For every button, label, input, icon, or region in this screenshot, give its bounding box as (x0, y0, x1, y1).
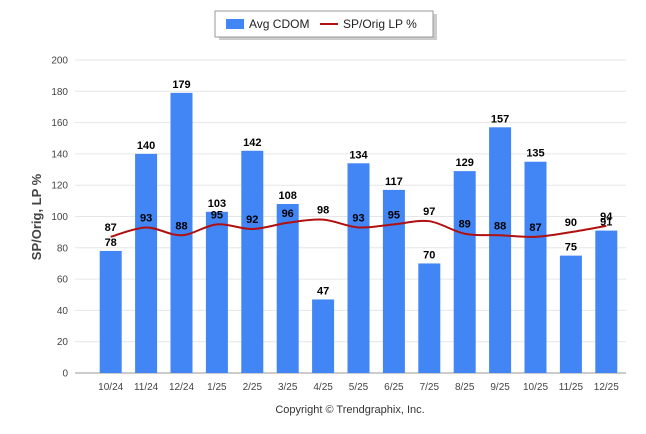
bar-value-label: 78 (105, 237, 117, 249)
x-tick-label: 4/25 (313, 382, 333, 393)
x-tick-label: 12/24 (169, 382, 194, 393)
bar-value-label: 117 (385, 176, 403, 188)
bar-value-label: 91 (600, 217, 612, 229)
series-line (110, 218, 607, 238)
x-tick-label: 7/25 (420, 382, 440, 393)
bar (276, 203, 299, 373)
line-value-label: 94 (600, 211, 613, 223)
line-value-label: 95 (388, 209, 400, 221)
bar-value-label: 157 (491, 113, 509, 125)
bar (453, 171, 476, 373)
bar (347, 163, 370, 373)
copyright-text: Copyright © Trendgraphix, Inc. (275, 404, 424, 416)
bar (135, 153, 158, 373)
y-tick-label: 160 (51, 118, 68, 129)
bar-value-label: 142 (243, 137, 261, 149)
bar (205, 211, 228, 373)
bar-value-label: 134 (349, 149, 368, 161)
line-value-label: 92 (246, 214, 258, 226)
x-tick-label: 8/25 (455, 382, 475, 393)
y-tick-label: 180 (51, 87, 68, 98)
line-value-label: 87 (529, 222, 541, 234)
x-tick-label: 10/24 (98, 382, 123, 393)
bar (418, 263, 441, 373)
bar (524, 161, 547, 373)
x-tick-label: 5/25 (349, 382, 369, 393)
line-value-label: 93 (140, 212, 152, 224)
bar-series (99, 92, 618, 374)
line-value-label: 88 (494, 220, 506, 232)
legend-label-avg-cdom: Avg CDOM (249, 17, 309, 31)
x-tick-label: 10/25 (523, 382, 548, 393)
y-axis: 0 20 40 60 80 100 120 140 160 180 200 (51, 56, 68, 380)
bar (99, 250, 122, 373)
x-tick-label: 2/25 (243, 382, 263, 393)
y-tick-label: 100 (51, 212, 68, 223)
bar-value-label: 140 (137, 140, 155, 152)
x-tick-label: 11/24 (134, 382, 159, 393)
y-tick-label: 20 (57, 337, 69, 348)
bar (489, 127, 512, 373)
line-series (110, 218, 607, 238)
bar-value-label: 108 (279, 190, 297, 202)
line-value-label: 93 (352, 212, 364, 224)
x-tick-label: 3/25 (278, 382, 298, 393)
y-tick-label: 200 (51, 56, 68, 67)
legend: Avg CDOM SP/Orig LP % (214, 10, 437, 40)
line-value-label: 95 (211, 209, 223, 221)
line-value-label: 87 (105, 222, 117, 234)
legend-swatch-bar (226, 19, 244, 29)
x-tick-label: 9/25 (490, 382, 510, 393)
y-tick-label: 40 (57, 306, 69, 317)
legend-label-sp-orig-lp: SP/Orig LP % (343, 17, 417, 31)
x-tick-label: 12/25 (594, 382, 619, 393)
y-tick-label: 140 (51, 149, 68, 160)
line-value-label: 96 (282, 208, 294, 220)
x-tick-label: 11/25 (559, 382, 584, 393)
bar (241, 150, 264, 373)
y-tick-label: 60 (57, 275, 69, 286)
line-value-label: 98 (317, 205, 329, 217)
bar (312, 299, 335, 373)
bar-value-label: 129 (456, 157, 474, 169)
line-value-label: 90 (565, 217, 577, 229)
bar-value-label: 135 (526, 148, 544, 160)
x-tick-label: 6/25 (384, 382, 404, 393)
bar-value-label: 70 (423, 249, 435, 261)
bar-value-label: 47 (317, 285, 329, 297)
bar (559, 255, 582, 373)
bar (170, 92, 193, 374)
x-tick-label: 1/25 (207, 382, 227, 393)
y-tick-label: 120 (51, 181, 68, 192)
y-axis-label: SP/Orig, LP % (29, 173, 44, 260)
line-value-label: 88 (175, 220, 187, 232)
line-value-label: 97 (423, 206, 435, 218)
bar-value-label: 179 (172, 79, 190, 91)
x-axis: 10/24 11/24 12/24 1/25 2/25 3/25 4/25 5/25 6/25 7… (98, 382, 619, 393)
bar (595, 230, 618, 373)
bar-value-labels: 78 140 179 103 142 108 47 134 117 70 129 157 135 75 91 (105, 79, 613, 298)
line-value-labels: 87 93 88 95 92 96 98 93 95 97 89 88 87 90 94 (105, 205, 614, 234)
bar (382, 189, 405, 373)
bar-value-label: 75 (565, 242, 577, 254)
line-value-label: 89 (459, 219, 471, 231)
bar-value-label: 103 (208, 198, 226, 210)
y-tick-label: 0 (62, 369, 68, 380)
y-tick-label: 80 (57, 243, 69, 254)
